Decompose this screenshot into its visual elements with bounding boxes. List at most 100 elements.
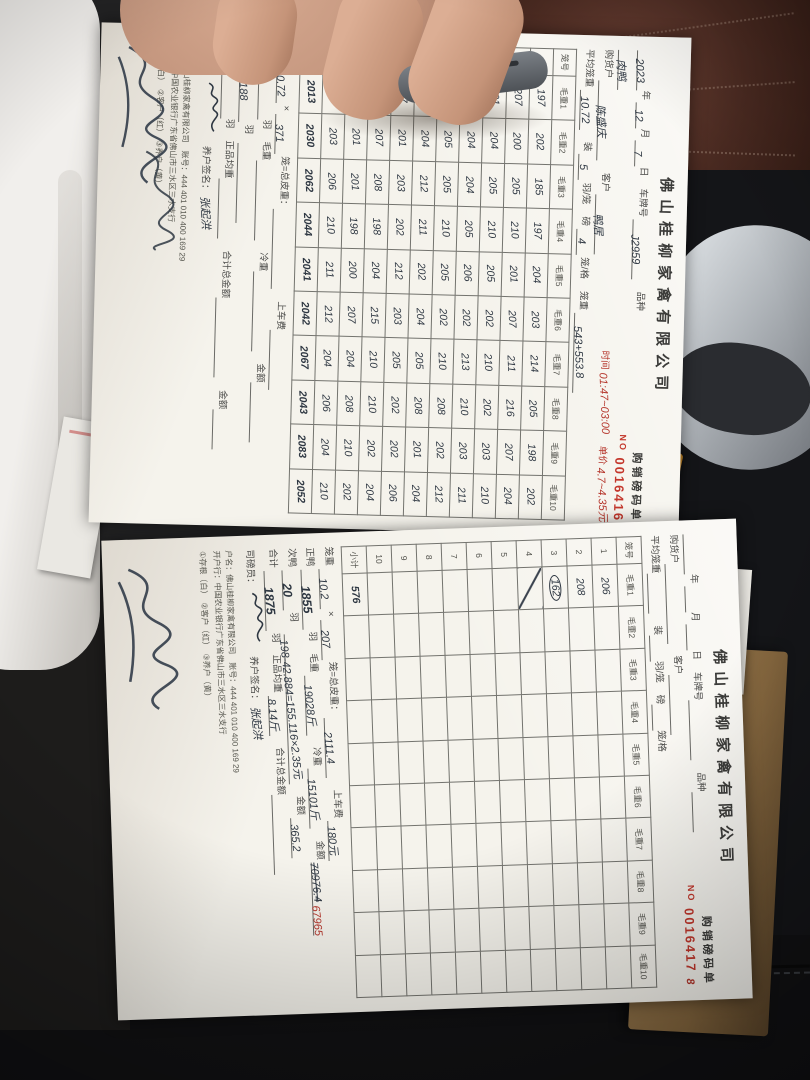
year-value: 2023 xyxy=(633,57,647,83)
weight-value: 201 xyxy=(506,265,520,284)
plate-value: J2959 xyxy=(628,234,642,265)
cage-tare-value: 543+553.8 xyxy=(571,326,586,379)
customer-label: 客户 xyxy=(671,655,684,675)
tare-avg-value: 10.2 xyxy=(316,577,331,600)
weight-value: 198 xyxy=(370,217,383,236)
weight-value: 204 xyxy=(318,438,331,457)
weight-value: 202 xyxy=(393,218,406,237)
weight-value: 204 xyxy=(320,349,334,368)
weight-value: 205 xyxy=(461,219,475,238)
buyer-label: 购货户 xyxy=(602,49,615,79)
receipt-footer: 笼重 10.2 × 207 笼=总皮重： 2111.4 上车费 180元 正鸭 … xyxy=(243,546,344,937)
weight-value: 210 xyxy=(366,350,380,369)
weight-value: 210 xyxy=(365,394,379,414)
weight-value: 210 xyxy=(324,216,337,235)
weight-value: 210 xyxy=(438,219,452,238)
price-value: 4.7~4.35元 xyxy=(594,467,609,522)
weight-value: 203 xyxy=(394,173,407,192)
serial-number: NO 0016417 8 xyxy=(681,884,699,988)
plate-label: 车牌号 xyxy=(636,188,649,218)
weight-value: 206 xyxy=(386,484,399,503)
weight-value: 201 xyxy=(410,440,423,459)
weight-value: 205 xyxy=(412,351,426,370)
day-value: 7 xyxy=(631,150,644,158)
weight-value: 162 xyxy=(547,574,563,601)
customer-label: 客户 xyxy=(599,172,611,193)
species-value: 肉鸭 xyxy=(614,58,628,82)
weight-value: 202 xyxy=(414,263,428,282)
weight-table: 笼号 毛重1 毛重2 毛重3 毛重4 毛重5 毛重6 毛重7 毛重8 毛重9 毛重10 1 206 2 20… xyxy=(341,536,658,998)
weight-value: 216 xyxy=(503,398,517,417)
weight-value: 205 xyxy=(526,399,540,418)
subtotal-value: 2062 xyxy=(302,168,316,193)
weight-value: 214 xyxy=(527,354,541,373)
weight-value: 208 xyxy=(573,577,588,597)
weight-value: 204 xyxy=(500,487,514,506)
weight-value: 204 xyxy=(409,484,422,504)
subtotal-value: 2052 xyxy=(293,479,307,503)
weight-value: 202 xyxy=(482,309,496,328)
weight-value: 211 xyxy=(504,354,518,372)
weight-value: 212 xyxy=(321,305,335,324)
weight-value: 210 xyxy=(341,438,354,457)
pickup-signature xyxy=(117,568,179,710)
weight-value: 212 xyxy=(432,485,445,504)
buyer-value: 陈盛庆 xyxy=(593,103,607,138)
weight-value: 206 xyxy=(325,171,338,190)
subduck-birds-value: 188 xyxy=(236,82,250,102)
weight-value: 202 xyxy=(523,487,537,507)
receipt-0016417: 佛山桂柳家禽有限公司 年 月 日 车牌号 品种 购货户 客户 购销磅码单 NO … xyxy=(101,518,753,1021)
form-title: 购销磅码单 xyxy=(699,915,715,987)
weight-value: 204 xyxy=(463,175,476,194)
subtotal-value: 2041 xyxy=(299,257,313,281)
weight-value: 211 xyxy=(322,261,336,279)
species-label: 品种 xyxy=(694,772,707,792)
month-value: 12 xyxy=(632,109,645,122)
buyer-label: 购货户 xyxy=(667,534,680,564)
avg-cage-value: 10.72 xyxy=(577,95,592,124)
subduck-birds-value: 20 xyxy=(279,582,296,598)
total-birds-value: 1875 xyxy=(261,585,278,616)
receipt-0016416: 佛山桂柳家禽有限公司 2023年 12月 7日 车牌号 J2959 品种 肉鸭 … xyxy=(88,22,692,538)
weight-value: 210 xyxy=(484,220,498,239)
weight-value: 206 xyxy=(319,393,333,412)
good-cold-value: 15101斤 xyxy=(304,777,321,821)
subtotal-value: 2067 xyxy=(297,345,311,370)
weight-value: 200 xyxy=(345,261,359,280)
weight-value: 207 xyxy=(505,309,519,328)
farmer-signature-name: 张起洪 xyxy=(197,195,212,230)
tare-count-value: 371 xyxy=(272,124,286,143)
weight-value: 210 xyxy=(457,397,471,416)
weight-value: 204 xyxy=(363,483,376,502)
load-value: 5 xyxy=(576,163,590,171)
weight-value: 202 xyxy=(459,308,473,327)
weight-value: 206 xyxy=(460,264,474,283)
weight-value: 210 xyxy=(481,353,495,372)
weight-value: 204 xyxy=(413,307,427,326)
weight-value: 215 xyxy=(367,306,381,325)
subtotal-value: 2013 xyxy=(304,79,318,104)
weight-value: 201 xyxy=(348,172,361,191)
receipt-header-fields: 2023年 12月 7日 车牌号 J2959 品种 肉鸭 购货户 陈盛庆 客户 … xyxy=(591,49,652,311)
good-amount-black: 70976.4 xyxy=(307,862,324,903)
weight-value: 205 xyxy=(437,263,451,282)
weight-value: 203 xyxy=(390,306,404,325)
subtotal-value: 2042 xyxy=(298,301,312,326)
weigher-signature xyxy=(251,592,264,642)
weight-value: 212 xyxy=(417,174,430,193)
weight-value: 185 xyxy=(532,177,545,196)
receipt-footer: 笼重 10.72 × 371 笼=总皮重： 上车费 正鸭羽 毛重 冷重 金额 次… xyxy=(186,39,296,513)
weight-value: 198 xyxy=(525,443,538,462)
weight-value: 203 xyxy=(479,442,492,461)
avg-weight-value: 8.14斤 xyxy=(264,698,281,733)
weight-value: 207 xyxy=(502,442,515,461)
plate-label: 车牌号 xyxy=(691,671,704,701)
weight-value: 204 xyxy=(529,266,543,285)
weight-value: 205 xyxy=(440,174,453,193)
weight-value: 210 xyxy=(507,221,521,240)
weight-value: 202 xyxy=(436,308,450,327)
weight-value: 207 xyxy=(344,305,358,324)
time-value: 01:47~03:00 xyxy=(596,372,612,434)
weight-value: 203 xyxy=(456,441,469,460)
